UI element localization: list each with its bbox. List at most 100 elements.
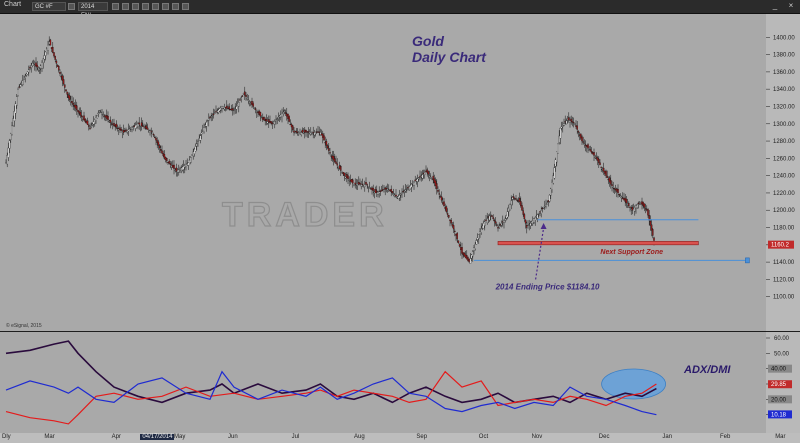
adx-dmi-chart[interactable]: 10.0020.0030.0040.0050.0060.00ADX/DMI40.… [0, 332, 800, 433]
symbol-input[interactable]: GC #F [32, 2, 66, 11]
candle-body [192, 151, 194, 157]
date-tick-label: Mar [44, 434, 55, 440]
candle-body [524, 219, 527, 224]
candle-body [128, 128, 131, 130]
candle [281, 108, 283, 123]
candle-body [605, 170, 607, 176]
print-icon[interactable] [172, 3, 179, 10]
candle-body [235, 106, 238, 110]
candle [619, 193, 622, 198]
link-icon[interactable] [122, 3, 129, 10]
interval-icon[interactable] [132, 3, 139, 10]
candle-body [85, 121, 88, 124]
support-zone [497, 241, 699, 246]
candle-body [154, 136, 156, 138]
draw-tool-icon[interactable] [112, 3, 119, 10]
candle [600, 166, 602, 173]
candle [568, 112, 570, 123]
candle [473, 244, 475, 255]
candle-body [544, 205, 546, 207]
candle-body [35, 62, 37, 67]
candle-body [342, 171, 344, 175]
candle [240, 96, 242, 103]
date-tick-label: Jul [291, 434, 300, 440]
candle [343, 172, 346, 182]
candle-body [270, 121, 272, 124]
candle-body [499, 224, 502, 226]
candle-body [545, 204, 547, 207]
candle [66, 91, 68, 98]
candle [30, 62, 32, 73]
candle-body [638, 201, 641, 203]
refresh-icon[interactable] [162, 3, 169, 10]
candle-body [458, 244, 461, 247]
candle-body [167, 161, 169, 164]
price-chart[interactable]: 1100.001120.001140.001160.001180.001200.… [0, 14, 800, 331]
date-tick-label: Jan [662, 434, 673, 440]
candle-body [91, 123, 94, 125]
zoom-icon[interactable] [142, 3, 149, 10]
candle-body [32, 64, 35, 66]
close-icon[interactable]: × [788, 1, 794, 10]
candle-body [404, 189, 407, 192]
candle [637, 201, 640, 209]
candle-body [500, 223, 503, 226]
candle-body [60, 76, 62, 78]
candle-body [382, 189, 384, 191]
candle [193, 147, 196, 157]
date-tick-label: Sep [416, 434, 428, 440]
price-tick-label: 1260.00 [773, 156, 795, 162]
candle-body [305, 130, 307, 133]
settings-dropdown[interactable]: 2014 ENI [78, 2, 108, 19]
price-tick-label: 1140.00 [773, 260, 795, 266]
candle-body [209, 116, 211, 118]
candle-body [335, 161, 337, 164]
interval-label: Dly [2, 434, 11, 440]
candle-body [440, 196, 443, 201]
candle-body [618, 194, 620, 196]
minimize-button[interactable]: _ [772, 1, 778, 10]
candle-body [114, 124, 116, 127]
candle-body [107, 116, 109, 121]
candle-body [479, 231, 481, 234]
candle-body [162, 153, 164, 156]
candle [511, 196, 514, 206]
candle [551, 179, 553, 193]
candle [559, 127, 562, 145]
candle-body [427, 171, 430, 175]
candle [194, 143, 197, 152]
candle [493, 218, 496, 227]
candle [638, 201, 641, 206]
candle [364, 180, 366, 192]
candle [86, 117, 89, 126]
candle-body [59, 72, 61, 74]
candle-body [539, 211, 541, 213]
candle-body [514, 198, 516, 200]
properties-icon[interactable] [182, 3, 189, 10]
candle [79, 107, 82, 119]
candle-body [25, 73, 28, 76]
candle [352, 178, 354, 188]
candle-body [331, 155, 334, 159]
candle-body [106, 115, 108, 119]
candle [23, 75, 25, 80]
candle [536, 213, 539, 223]
candle-body [418, 177, 420, 180]
candle [424, 169, 426, 179]
symbol-search-icon[interactable] [68, 3, 75, 10]
candle-body [592, 152, 594, 155]
candle-body [566, 119, 569, 121]
candle-body [96, 114, 98, 119]
candle-body [298, 132, 300, 134]
candle-body [617, 189, 619, 194]
candle-body [548, 194, 551, 202]
candle [410, 183, 413, 193]
candle-body [613, 188, 616, 190]
crosshair-icon[interactable] [152, 3, 159, 10]
candle [602, 162, 605, 175]
candle [458, 243, 461, 248]
candle-body [588, 149, 590, 151]
candle-body [466, 255, 468, 260]
candle [270, 121, 272, 126]
candle-body [552, 175, 554, 184]
